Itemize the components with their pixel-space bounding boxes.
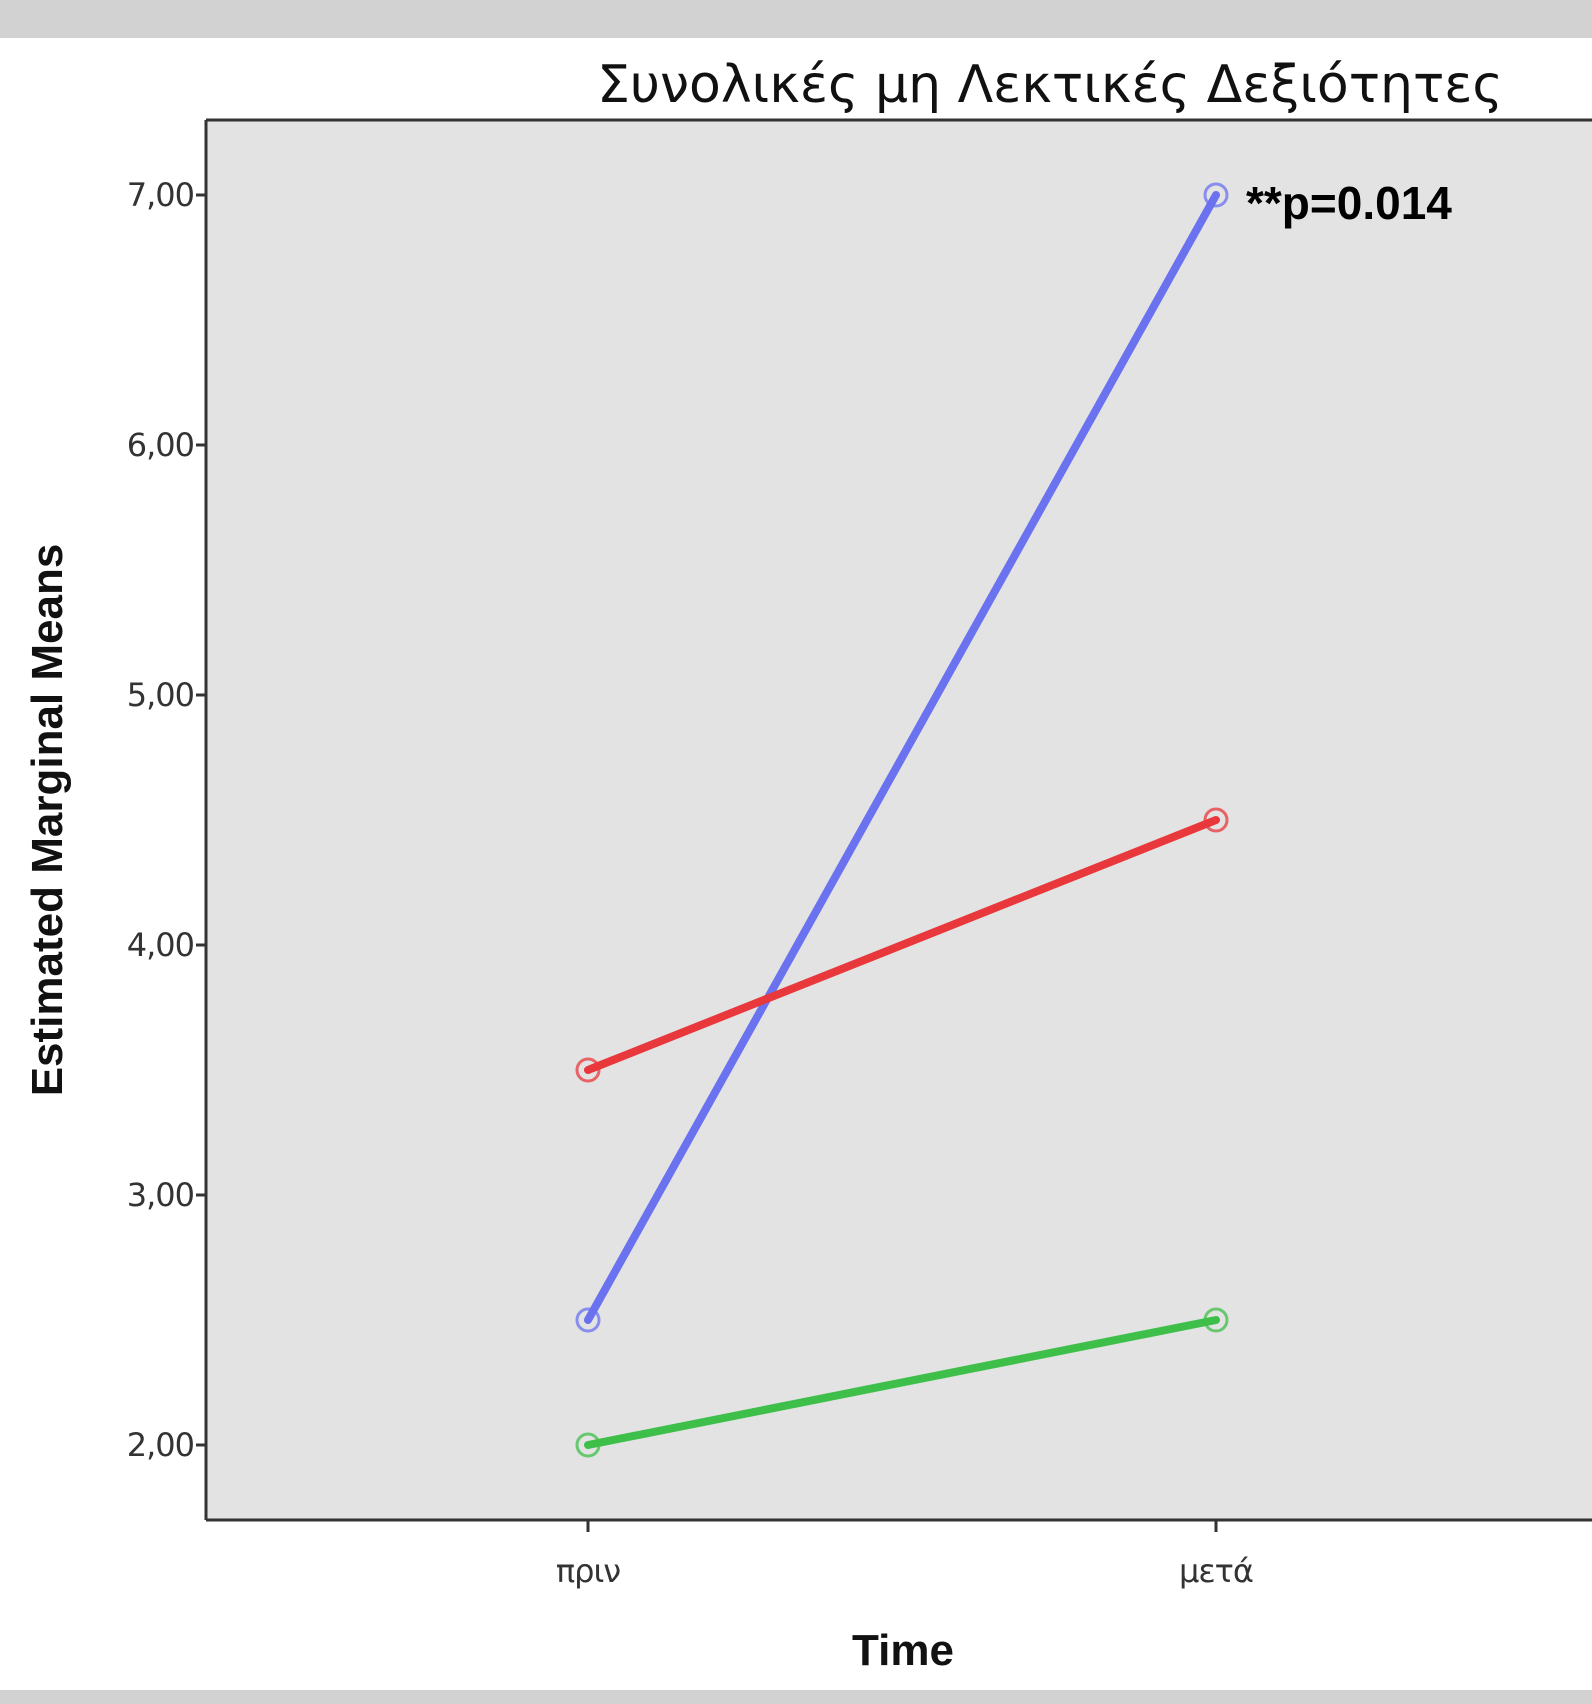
y-ticks: 2,00 3,00 4,00 5,00 6,00 7,00 — [127, 176, 206, 1464]
y-tick-label: 4,00 — [127, 926, 194, 964]
series-lines — [584, 191, 1220, 1449]
data-point — [575, 1307, 601, 1333]
plot-area — [206, 120, 1592, 1520]
data-point — [575, 1432, 601, 1458]
y-tick-label: 6,00 — [127, 426, 194, 464]
y-tick-label: 3,00 — [127, 1176, 194, 1214]
series-line-1 — [584, 191, 1220, 1324]
series-line-2 — [584, 816, 1220, 1074]
y-tick-label: 7,00 — [127, 176, 194, 214]
x-ticks: πριν μετά — [556, 1520, 1254, 1590]
annotations: **p=0.014 — [1246, 177, 1452, 229]
x-tick-label: πριν — [556, 1552, 620, 1590]
data-point — [575, 1057, 601, 1083]
data-point — [1203, 182, 1229, 208]
y-axis-label: Estimated Marginal Means — [23, 544, 72, 1097]
data-point — [1203, 1307, 1229, 1333]
bottom-band — [0, 1690, 1592, 1704]
x-tick-label: μετά — [1179, 1552, 1253, 1590]
y-tick-label: 2,00 — [127, 1426, 194, 1464]
series-line-3 — [584, 1316, 1220, 1449]
x-axis-label: Time — [852, 1626, 954, 1675]
significance-annotation: **p=0.014 — [1246, 177, 1452, 229]
y-tick-label: 5,00 — [127, 676, 194, 714]
data-point — [1203, 807, 1229, 833]
series-points — [575, 182, 1229, 1458]
chart-title: Συνολικές μη Λεκτικές Δεξιότητες — [597, 55, 1503, 115]
top-band — [0, 0, 1592, 38]
